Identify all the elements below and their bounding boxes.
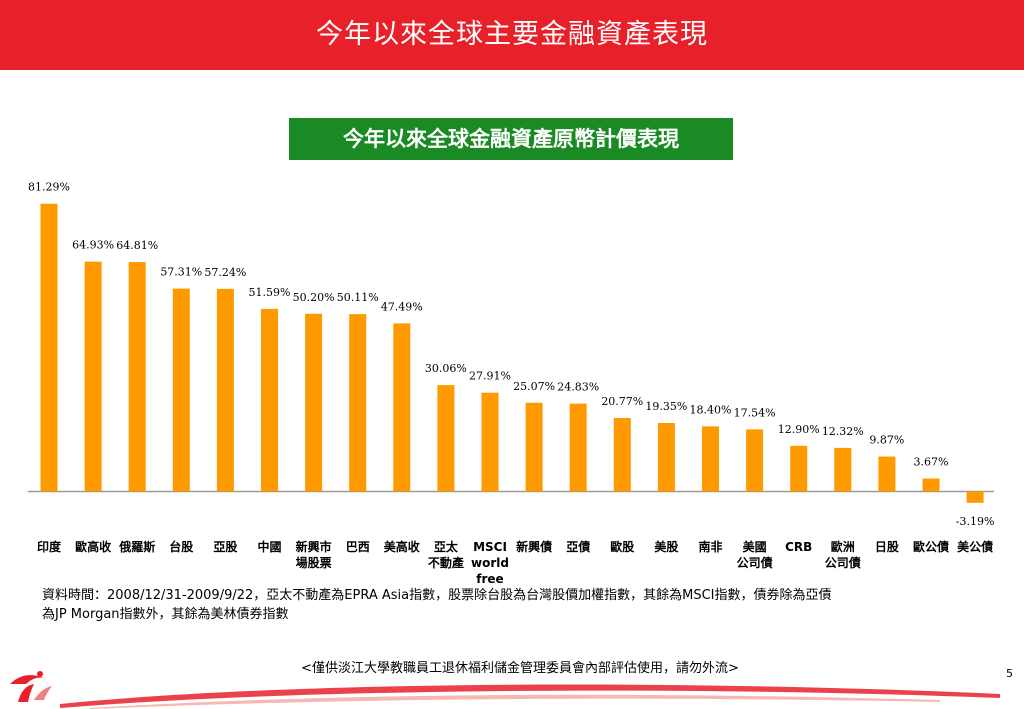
bar: [216, 288, 234, 492]
category-label: 印度: [37, 539, 62, 554]
category-label: 中國: [257, 539, 281, 554]
data-label: 9.87%: [869, 434, 904, 447]
data-label: 19.35%: [645, 400, 687, 413]
bar: [172, 288, 190, 492]
data-label: 64.81%: [116, 239, 158, 252]
category-label: CRB: [785, 540, 812, 554]
category-label: 歐洲: [831, 539, 855, 554]
category-label: 不動產: [428, 555, 464, 570]
bar: [834, 447, 852, 492]
bar: [525, 402, 543, 492]
category-label: 新興市: [296, 539, 332, 554]
data-label: 51.59%: [249, 286, 291, 299]
data-label: 50.20%: [293, 291, 335, 304]
bar: [261, 308, 278, 492]
category-label: 場股票: [296, 555, 332, 570]
chart-title: 今年以來全球金融資產原幣計價表現: [289, 118, 733, 160]
page-title: 今年以來全球主要金融資產表現: [316, 19, 708, 50]
bar: [878, 456, 896, 492]
bar: [966, 491, 984, 503]
data-label: -3.19%: [956, 515, 995, 528]
bar: [657, 423, 675, 492]
bar: [84, 261, 102, 492]
category-label: 美高收: [384, 539, 420, 554]
source-note-line-2: 為JP Morgan指數外，其餘為美林債券指數: [42, 607, 289, 622]
header-bar: [0, 0, 1024, 70]
bar: [481, 392, 499, 492]
footer-swoosh: [60, 684, 1000, 709]
data-label: 18.40%: [690, 403, 732, 416]
bar: [746, 429, 764, 492]
bar: [613, 417, 631, 492]
category-label: 公司債: [737, 555, 773, 570]
data-label: 12.32%: [822, 425, 864, 438]
bar: [790, 445, 808, 492]
data-label: 20.77%: [601, 395, 643, 408]
source-note: 資料時間：2008/12/31-2009/9/22，亞太不動產為EPRA Asi…: [42, 586, 982, 624]
bar: [437, 385, 455, 492]
data-label: 3.67%: [914, 456, 949, 469]
category-label: 公司債: [825, 555, 861, 570]
category-label: 俄羅斯: [118, 539, 155, 554]
category-label: 美股: [654, 539, 679, 554]
category-label: 日股: [875, 539, 900, 554]
bar: [40, 203, 58, 492]
bar: [702, 426, 719, 492]
bar: [349, 314, 367, 492]
logo-icon: [10, 671, 52, 702]
category-label: 亞債: [566, 539, 590, 554]
category-label: 歐股: [610, 539, 635, 554]
category-label: 巴西: [346, 540, 370, 554]
category-label: 歐公債: [913, 539, 949, 554]
source-note-line-1: 資料時間：2008/12/31-2009/9/22，亞太不動產為EPRA Asi…: [42, 588, 832, 603]
category-label: free: [476, 572, 503, 586]
data-label: 17.54%: [734, 406, 776, 419]
data-label: 30.06%: [425, 362, 467, 375]
category-label: 美公債: [957, 539, 993, 554]
bar: [128, 262, 146, 492]
data-label: 24.83%: [557, 381, 599, 394]
data-label: 47.49%: [381, 300, 423, 313]
bar: [569, 403, 587, 492]
data-label: 12.90%: [778, 423, 820, 436]
category-label: 美國: [743, 539, 767, 554]
category-label: world: [471, 556, 509, 570]
data-label: 64.93%: [72, 239, 114, 252]
bar: [393, 323, 411, 492]
bar: [922, 478, 940, 492]
page-number: 5: [1006, 667, 1013, 680]
category-label: MSCI: [473, 540, 507, 554]
category-label: 南非: [698, 539, 722, 554]
footer-notice: <僅供淡江大學教職員工退休福利儲金管理委員會內部評估使用，請勿外流>: [301, 661, 739, 676]
category-label: 新興債: [516, 539, 552, 554]
data-label: 81.29%: [28, 181, 70, 194]
bar-chart: 81.29% 印度 64.93% 歐高收 64.81% 俄羅斯 57.31% 台股 57.24%…: [28, 181, 995, 586]
data-label: 57.24%: [204, 266, 246, 279]
category-label: 歐高收: [75, 539, 111, 554]
category-label: 亞太: [434, 539, 459, 554]
data-label: 27.91%: [469, 370, 511, 383]
bar: [305, 313, 323, 492]
category-label: 台股: [169, 539, 194, 554]
category-label: 亞股: [213, 539, 238, 554]
data-label: 25.07%: [513, 380, 555, 393]
data-label: 57.31%: [160, 266, 202, 279]
data-label: 50.11%: [337, 291, 379, 304]
